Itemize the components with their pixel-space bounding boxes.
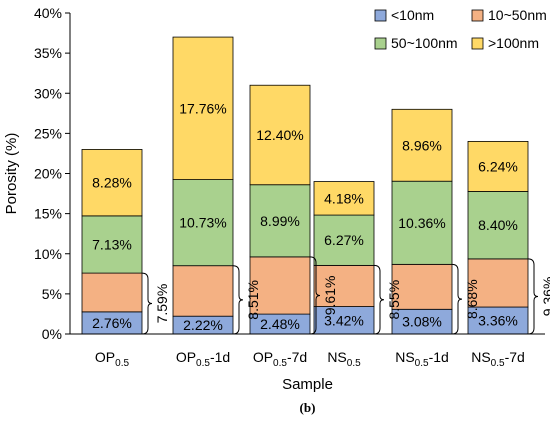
segment-value-label: 17.76% bbox=[179, 100, 226, 116]
bar-segment bbox=[467, 258, 529, 308]
brackets: 7.59% 8.51% 9.61% 8.55% 8.68% 9.36% bbox=[141, 256, 550, 335]
y-tick-label: 30% bbox=[34, 85, 62, 101]
y-tick-label: 15% bbox=[34, 206, 62, 222]
legend-swatch bbox=[471, 37, 484, 50]
legend-label: >100nm bbox=[488, 35, 539, 51]
segment-value-label: 8.40% bbox=[478, 217, 518, 233]
bracket bbox=[141, 272, 153, 335]
bracket-value-label: 8.68% bbox=[464, 279, 480, 319]
bar-segment bbox=[467, 191, 529, 260]
x-tick-label: OP0.5 bbox=[95, 349, 130, 369]
segment-value-label: 7.13% bbox=[92, 236, 132, 252]
x-tick-label: NS0.5-7d bbox=[471, 349, 525, 369]
segment-value-label: 3.42% bbox=[324, 312, 364, 328]
bracket-value-label: 8.55% bbox=[386, 280, 402, 320]
y-axis-title: Porosity (%) bbox=[3, 133, 20, 215]
figure-caption: (b) bbox=[300, 400, 316, 415]
bar-segment bbox=[81, 272, 143, 313]
y-tick-label: 5% bbox=[42, 286, 62, 302]
y-axis-ticks: 0% 5% 10% 15% 20% 25% 30% 35% 40% bbox=[34, 5, 70, 342]
legend: <10nm 10~50nm 50~100nm >100nm bbox=[374, 7, 547, 51]
legend-swatch bbox=[471, 9, 484, 22]
legend-label: 50~100nm bbox=[391, 35, 458, 51]
bar-segment bbox=[391, 263, 453, 310]
segment-value-label: 10.36% bbox=[398, 215, 445, 231]
segment-value-label: 6.24% bbox=[478, 158, 518, 174]
bar-segment bbox=[467, 306, 529, 335]
x-tick-label: NS0.5 bbox=[327, 349, 361, 369]
segment-value-label: 2.76% bbox=[92, 315, 132, 331]
bar-segment bbox=[249, 184, 311, 258]
segment-value-label: 2.48% bbox=[260, 316, 300, 332]
y-tick-label: 35% bbox=[34, 45, 62, 61]
x-axis-title: Sample bbox=[282, 376, 333, 393]
segment-labels: 2.76% 7.13% 8.28% 2.22% 10.73% 17.76% 2.48% 8.9… bbox=[92, 100, 518, 333]
legend-swatch bbox=[374, 9, 387, 22]
bar-segment bbox=[172, 36, 234, 180]
segment-value-label: 8.99% bbox=[260, 213, 300, 229]
segment-value-label: 12.40% bbox=[256, 127, 303, 143]
bar-segment bbox=[391, 180, 453, 265]
bar-segment bbox=[313, 214, 375, 266]
bar-segment bbox=[172, 179, 234, 267]
segment-value-label: 2.22% bbox=[183, 317, 223, 333]
segment-value-label: 8.28% bbox=[92, 175, 132, 191]
y-tick-label: 20% bbox=[34, 166, 62, 182]
y-tick-label: 10% bbox=[34, 246, 62, 262]
bracket-value-label: 8.51% bbox=[245, 280, 261, 320]
y-tick-label: 25% bbox=[34, 125, 62, 141]
legend-swatch bbox=[374, 37, 387, 50]
bracket bbox=[309, 256, 321, 335]
bar-segment bbox=[313, 264, 375, 307]
y-tick-label: 40% bbox=[34, 5, 62, 21]
bracket-value-label: 9.36% bbox=[540, 277, 550, 317]
segment-value-label: 4.18% bbox=[324, 190, 364, 206]
bar-segment bbox=[391, 108, 453, 182]
bracket-value-label: 7.59% bbox=[154, 284, 170, 324]
x-tick-label: OP0.5-7d bbox=[253, 349, 307, 369]
bars bbox=[81, 36, 529, 335]
bracket bbox=[527, 258, 539, 335]
segment-value-label: 8.96% bbox=[402, 137, 442, 153]
segment-value-label: 10.73% bbox=[179, 215, 226, 231]
y-tick-label: 0% bbox=[42, 326, 62, 342]
bracket bbox=[451, 263, 463, 335]
legend-label: <10nm bbox=[391, 7, 434, 23]
bar-segment bbox=[249, 84, 311, 186]
bracket-value-label: 9.61% bbox=[322, 276, 338, 316]
bar-segment bbox=[81, 215, 143, 274]
x-tick-label: NS0.5-1d bbox=[395, 349, 449, 369]
segment-value-label: 3.36% bbox=[478, 313, 518, 329]
x-axis-ticks: OP0.5 OP0.5-1d OP0.5-7d NS0.5 NS0.5-1d NS0.5-… bbox=[95, 349, 525, 369]
bar-segment bbox=[391, 308, 453, 335]
bar-segment bbox=[249, 256, 311, 315]
bar-segment bbox=[172, 265, 234, 317]
legend-label: 10~50nm bbox=[488, 7, 547, 23]
bracket bbox=[232, 265, 244, 335]
bar-segment bbox=[81, 149, 143, 217]
x-tick-label: OP0.5-1d bbox=[176, 349, 230, 369]
bar-segment bbox=[467, 140, 529, 192]
segment-value-label: 6.27% bbox=[324, 232, 364, 248]
segment-value-label: 3.08% bbox=[402, 314, 442, 330]
bar-segment bbox=[313, 181, 375, 216]
bracket bbox=[373, 264, 385, 335]
